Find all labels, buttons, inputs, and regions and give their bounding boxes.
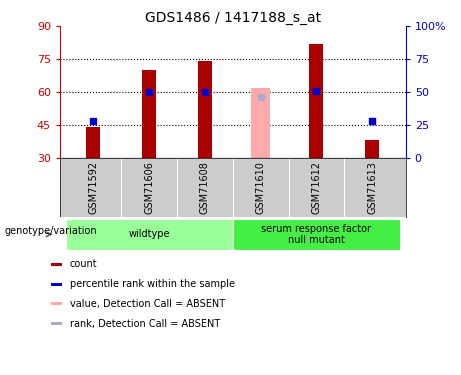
- Bar: [198, 61, 212, 158]
- Bar: [51, 263, 62, 266]
- Text: genotype/variation: genotype/variation: [5, 226, 97, 236]
- Bar: [142, 70, 156, 158]
- Text: serum response factor
null mutant: serum response factor null mutant: [261, 224, 372, 245]
- Text: rank, Detection Call = ABSENT: rank, Detection Call = ABSENT: [70, 318, 220, 328]
- Text: value, Detection Call = ABSENT: value, Detection Call = ABSENT: [70, 299, 225, 309]
- Text: GSM71612: GSM71612: [312, 161, 321, 214]
- Bar: [86, 127, 100, 158]
- Text: GSM71610: GSM71610: [256, 161, 266, 214]
- Text: GSM71608: GSM71608: [200, 161, 210, 214]
- Title: GDS1486 / 1417188_s_at: GDS1486 / 1417188_s_at: [145, 11, 321, 25]
- Text: wildtype: wildtype: [129, 230, 170, 239]
- Bar: [365, 140, 379, 158]
- Text: count: count: [70, 260, 97, 270]
- Bar: [51, 302, 62, 305]
- Bar: [233, 219, 400, 250]
- Bar: [309, 44, 324, 158]
- Bar: [51, 322, 62, 325]
- Text: percentile rank within the sample: percentile rank within the sample: [70, 279, 235, 289]
- Bar: [65, 219, 233, 250]
- Text: GSM71592: GSM71592: [89, 161, 98, 214]
- Bar: [251, 88, 271, 158]
- Bar: [51, 283, 62, 286]
- Text: GSM71613: GSM71613: [367, 161, 377, 214]
- Text: GSM71606: GSM71606: [144, 161, 154, 214]
